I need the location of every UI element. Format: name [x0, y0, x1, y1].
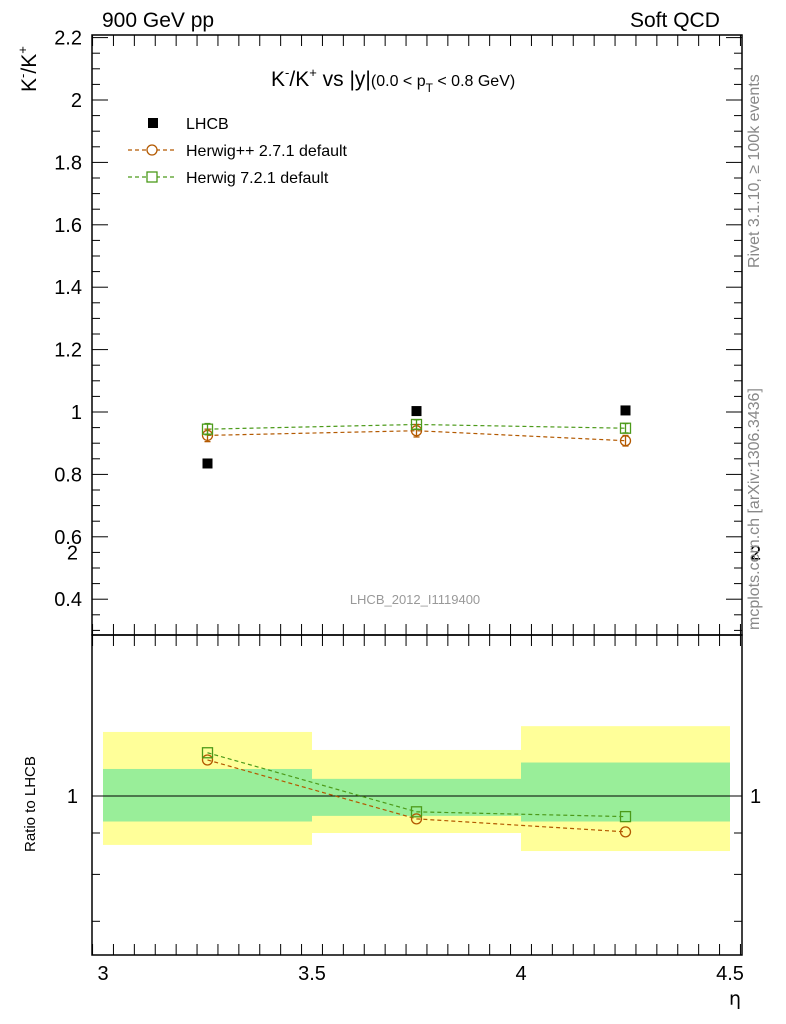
ratio-y-tick-label-right: 2: [750, 543, 761, 565]
main-y-tick-label: 1.4: [54, 277, 82, 299]
main-y-tick-label: 1.2: [54, 340, 82, 362]
analysis-watermark: LHCB_2012_I1119400: [350, 592, 480, 607]
header-category: Soft QCD: [630, 9, 720, 32]
ratio-line-herwig-2-7-1-default: [207, 759, 626, 833]
main-point-herwig-7-2-1-default: [619, 422, 632, 434]
main-y-axis-label: K-/K+: [15, 46, 41, 92]
mcplots-source-label: mcplots.cern.ch [arXiv:1306.3436]: [746, 388, 763, 630]
ratio-band-inner-0: [103, 768, 312, 822]
main-point-lhcb: [202, 458, 213, 469]
main-point-herwig-7-2-1-default: [201, 423, 214, 435]
ratio-y-tick-label: 1: [67, 786, 78, 808]
x-tick-label: 4: [515, 963, 526, 985]
ratio-point-herwig-2-7-1-default: [619, 826, 632, 838]
main-y-tick-label: 0.6: [54, 527, 82, 549]
main-point-lhcb: [411, 406, 422, 417]
main-y-tick-label: 1: [71, 402, 82, 424]
legend-marker-lhcb: [148, 118, 158, 128]
ratio-bands: [103, 726, 730, 852]
ratio-panel-frame: [91, 634, 743, 956]
main-y-tick-label: 1.6: [54, 215, 82, 237]
ratio-point-herwig-2-7-1-default: [201, 754, 214, 766]
main-y-tick-label: 1.8: [54, 152, 82, 174]
x-tick-label: 4.5: [716, 963, 744, 985]
x-tick-label: 3: [97, 963, 108, 985]
ratio-point-herwig-7-2-1-default: [201, 747, 214, 759]
ratio-y-tick-label: 2: [67, 543, 78, 565]
ratio-y-tick-label-right: 1: [750, 786, 761, 808]
ratio-point-herwig-7-2-1-default: [410, 806, 423, 818]
data-markers: [201, 405, 632, 838]
main-point-herwig-7-2-1-default: [410, 418, 423, 431]
x-axis-label: η: [729, 988, 741, 1010]
series-lines: [207, 423, 626, 833]
rivet-version-label: Rivet 3.1.10, ≥ 100k events: [746, 74, 763, 268]
legend-label-herwig7: Herwig 7.2.1 default: [186, 170, 329, 187]
main-y-tick-label: 0.8: [54, 464, 82, 486]
main-point-lhcb: [620, 405, 631, 416]
ratio-band-inner-1: [312, 778, 521, 816]
main-y-tick-label: 2.2: [54, 28, 82, 50]
legend-label-lhcb: LHCB: [186, 116, 229, 133]
main-point-herwig-2-7-1-default: [619, 435, 632, 447]
x-tick-label: 3.5: [298, 963, 326, 985]
legend: LHCB Herwig++ 2.7.1 default Herwig 7.2.1…: [128, 116, 348, 187]
legend-marker-herwig7: [146, 171, 158, 183]
ratio-band-inner-2: [521, 762, 730, 822]
axes: 0.40.60.811.21.41.61.822.233.544.50.50.5…: [54, 28, 761, 985]
ratio-point-herwig-7-2-1-default: [619, 810, 632, 823]
ratio-line-herwig-7-2-1-default: [207, 752, 626, 818]
main-y-tick-label: 2: [71, 90, 82, 112]
legend-marker-herwigpp: [146, 144, 158, 156]
legend-label-herwigpp: Herwig++ 2.7.1 default: [186, 143, 348, 160]
main-y-tick-label: 0.4: [54, 589, 82, 611]
ratio-y-axis-label: Ratio to LHCB: [22, 756, 39, 852]
ratio-point-herwig-2-7-1-default: [410, 813, 423, 825]
plot-title: K-/K+ vs |y|(0.0 < pT < 0.8 GeV): [271, 65, 515, 95]
header-energy: 900 GeV pp: [102, 9, 215, 32]
